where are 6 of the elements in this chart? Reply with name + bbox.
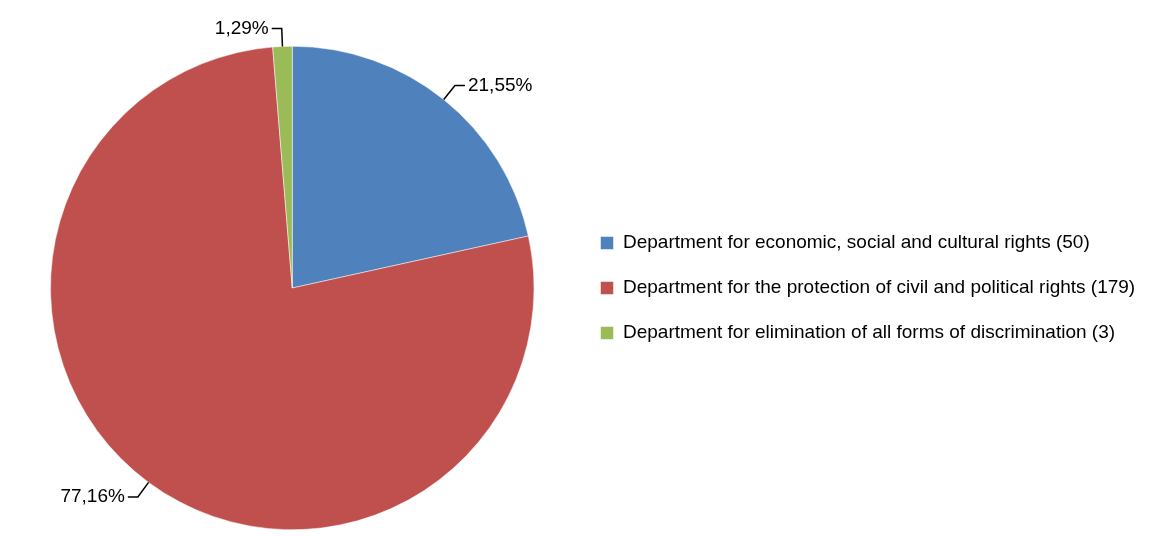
data-label: 77,16%: [60, 485, 125, 507]
legend-label: Department for the protection of civil and political rights (179): [623, 276, 1136, 298]
data-label: 1,29%: [214, 16, 269, 38]
legend-label: Department for economic, social and cultural rights (50): [623, 231, 1090, 253]
legend-label: Department for elimination of all forms of discrimination (3): [623, 321, 1116, 343]
data-label: 21,55%: [467, 73, 533, 95]
